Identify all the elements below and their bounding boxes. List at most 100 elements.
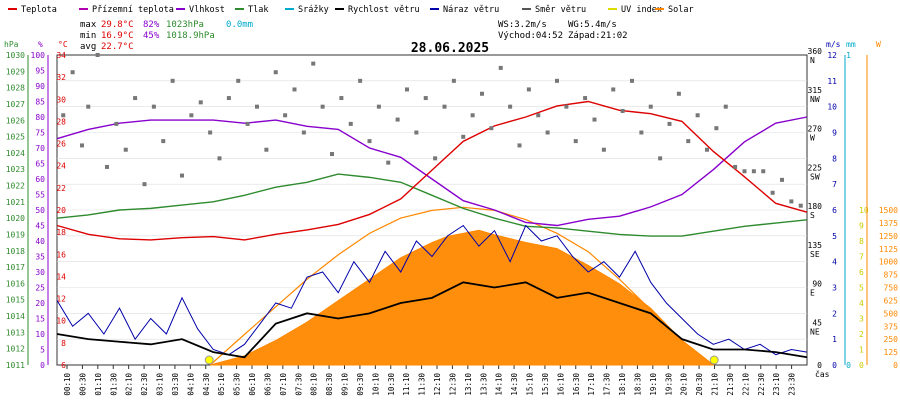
x-tick-label: 19:30 [664, 373, 673, 396]
x-tick-label: 23:10 [772, 373, 781, 396]
x-tick-label: 03:30 [171, 373, 180, 396]
temp-unit: °C [58, 40, 68, 49]
dir-compass-label: W [810, 134, 815, 143]
uv-tick-label: 2 [859, 330, 864, 339]
winddir-point [283, 113, 288, 118]
x-tick-label: 06:10 [248, 373, 257, 396]
solar-tick-label: 250 [884, 335, 899, 344]
winddir-point [80, 143, 84, 148]
winddir-point [245, 121, 250, 126]
dir-tick-label: 360 [808, 47, 823, 56]
x-tick-label: 02:30 [140, 373, 149, 396]
x-tick-label: 09:10 [341, 373, 350, 396]
hpa-tick-label: 1030 [6, 51, 25, 60]
uv-tick-label: 8 [859, 237, 864, 246]
uv-tick-label: 3 [859, 315, 864, 324]
axes: 1030102910281027102610251024102310221021… [4, 40, 898, 396]
x-tick-label: 05:30 [233, 373, 242, 396]
x-tick-label: 00:30 [78, 373, 87, 396]
winddir-point [508, 104, 513, 109]
dir-tick-label: 45 [812, 318, 822, 327]
x-tick-label: 07:10 [279, 373, 288, 396]
pct-tick-label: 65 [35, 160, 45, 169]
winddir-point [620, 108, 625, 113]
solar-tick-label: 875 [884, 271, 899, 280]
x-tick-label: 02:10 [125, 373, 134, 396]
winddir-point [695, 113, 700, 118]
hpa-tick-label: 1012 [6, 345, 25, 354]
winddir-point [601, 147, 606, 152]
dir-compass-label: E [810, 289, 815, 298]
temp-tick-label: 12 [56, 295, 66, 304]
hpa-tick-label: 1016 [6, 279, 25, 288]
dir-tick-label: 225 [808, 163, 823, 172]
winddir-point [330, 152, 334, 157]
dir-compass-label: NE [810, 327, 820, 336]
uv-tick-label: 6 [859, 268, 864, 277]
winddir-point [667, 121, 672, 126]
temp-tick-label: 22 [56, 184, 66, 193]
x-tick-label: 13:10 [464, 373, 473, 396]
uv-tick-label: 4 [859, 299, 864, 308]
temp-tick-label: 10 [56, 317, 66, 326]
ms-tick-label: 4 [832, 258, 837, 267]
winddir-point [217, 156, 222, 161]
x-tick-label: 16:30 [572, 373, 581, 396]
pct-tick-label: 55 [35, 191, 45, 200]
pct-unit: % [38, 40, 43, 49]
hpa-tick-label: 1027 [6, 100, 25, 109]
x-tick-label: 12:30 [448, 373, 457, 396]
x-tick-label: 09:30 [356, 373, 365, 396]
uv-tick-label: 5 [859, 284, 864, 293]
ms-tick-label: 12 [827, 51, 837, 60]
winddir-point [545, 130, 550, 135]
solar-tick-label: 1375 [879, 219, 898, 228]
ms-tick-label: 6 [832, 206, 837, 215]
winddir-point [789, 199, 794, 204]
winddir-point [686, 139, 691, 144]
winddir-point [433, 156, 438, 161]
hpa-tick-label: 1023 [6, 165, 25, 174]
winddir-point [226, 96, 231, 101]
winddir-point [255, 104, 259, 109]
winddir-point [470, 113, 475, 118]
winddir-point [658, 156, 663, 161]
stat-max-label: max [80, 20, 97, 30]
stat-avg-label: avg [80, 42, 96, 52]
pct-tick-label: 70 [35, 144, 45, 153]
solar-tick-label: 1500 [879, 206, 898, 215]
pressure-line [56, 173, 808, 237]
stat-avg-temp: 22.7°C [101, 42, 134, 52]
uv-tick-label: 1 [859, 346, 864, 355]
stat-wg: WG:5.4m/s [568, 20, 617, 30]
stat-min-label: min [80, 31, 96, 41]
legend-label: Teplota [21, 5, 57, 15]
winddir-point [780, 177, 784, 182]
winddir-point [133, 96, 138, 101]
x-tick-label: 13:30 [479, 373, 488, 396]
hpa-tick-label: 1020 [6, 214, 25, 223]
ms-tick-label: 10 [827, 103, 837, 112]
winddir-point [236, 78, 241, 83]
dir-tick-label: 90 [812, 280, 822, 289]
stat-min-hum: 45% [143, 31, 160, 41]
winddir-point [489, 126, 494, 131]
winddir-point [114, 121, 119, 126]
x-tick-label: 01:10 [94, 373, 103, 396]
x-tick-label: 05:10 [217, 373, 226, 396]
winddir-point [170, 78, 175, 83]
winddir-point [564, 104, 569, 109]
winddir-point [161, 139, 166, 144]
x-tick-label: 00:10 [63, 373, 72, 396]
temp-tick-label: 26 [56, 140, 66, 149]
temp-tick-label: 6 [61, 361, 66, 370]
dir-tick-label: 270 [808, 125, 823, 134]
solar-max-line [209, 206, 714, 366]
winddir-point [367, 139, 372, 144]
x-tick-label: 11:30 [418, 373, 427, 396]
legend: Teplota Přízemní teplota Vlhkost Tlak Srážky… [8, 5, 694, 15]
x-tick-label: 14:30 [510, 373, 519, 396]
winddir-point [498, 65, 503, 70]
